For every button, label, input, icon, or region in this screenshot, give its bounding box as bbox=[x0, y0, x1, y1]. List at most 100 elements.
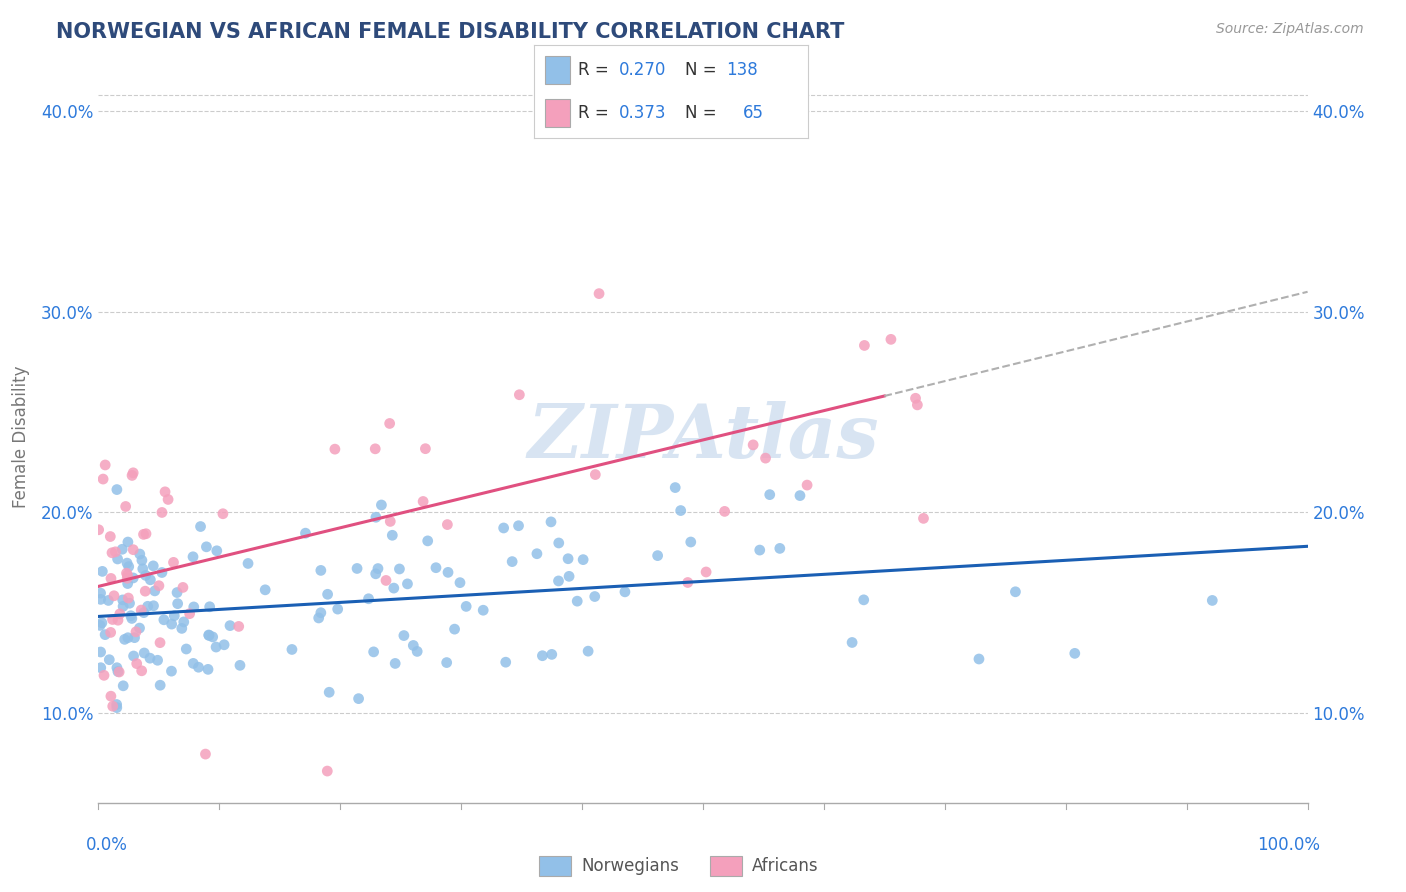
Point bbox=[90, 645, 112, 659]
Point bbox=[576, 644, 599, 658]
Point bbox=[669, 503, 692, 517]
Point bbox=[531, 648, 554, 663]
Text: 0.270: 0.270 bbox=[619, 61, 666, 78]
Point bbox=[205, 543, 228, 558]
Point bbox=[1063, 646, 1085, 660]
Point bbox=[98, 653, 121, 667]
Point bbox=[94, 627, 117, 641]
Text: ZIPAtlas: ZIPAtlas bbox=[527, 401, 879, 474]
Point bbox=[406, 644, 429, 658]
Point bbox=[128, 547, 150, 561]
Point bbox=[174, 642, 197, 657]
Point bbox=[508, 388, 530, 402]
Point bbox=[94, 458, 117, 472]
Bar bbox=[546, 55, 569, 84]
Point bbox=[436, 656, 458, 670]
Point bbox=[132, 562, 155, 576]
Text: 0.0%: 0.0% bbox=[86, 836, 128, 854]
Point bbox=[347, 691, 370, 706]
Point bbox=[492, 521, 515, 535]
Point bbox=[129, 603, 152, 617]
Point bbox=[107, 665, 129, 679]
Point bbox=[219, 618, 242, 632]
Point bbox=[103, 589, 125, 603]
Point bbox=[236, 557, 259, 571]
Point bbox=[381, 528, 404, 542]
Point bbox=[97, 593, 120, 607]
Point bbox=[201, 630, 224, 644]
Point bbox=[101, 699, 124, 714]
Text: 100.0%: 100.0% bbox=[1257, 836, 1320, 854]
Point bbox=[558, 569, 581, 583]
Point bbox=[613, 585, 636, 599]
Point bbox=[105, 698, 128, 712]
Point bbox=[100, 571, 122, 585]
Point bbox=[190, 519, 212, 533]
Point bbox=[357, 591, 380, 606]
Bar bbox=[546, 99, 569, 128]
Point bbox=[254, 582, 277, 597]
Point bbox=[166, 597, 188, 611]
Point bbox=[588, 286, 610, 301]
Point bbox=[157, 492, 180, 507]
Point bbox=[90, 592, 112, 607]
Point bbox=[98, 529, 121, 543]
Point bbox=[149, 678, 172, 692]
Point bbox=[567, 594, 589, 608]
Point bbox=[115, 571, 138, 585]
Text: Africans: Africans bbox=[752, 857, 818, 875]
Point bbox=[107, 552, 129, 566]
Point bbox=[112, 599, 135, 614]
Point bbox=[122, 466, 145, 480]
Point bbox=[117, 576, 139, 591]
Point bbox=[316, 764, 339, 778]
Point bbox=[100, 689, 122, 703]
Point bbox=[162, 555, 184, 569]
Point bbox=[181, 657, 204, 671]
Point bbox=[676, 575, 699, 590]
Point bbox=[150, 506, 173, 520]
Point bbox=[713, 504, 735, 518]
Point bbox=[90, 661, 112, 675]
Point bbox=[187, 660, 209, 674]
Point bbox=[416, 533, 439, 548]
Text: R =: R = bbox=[578, 104, 614, 122]
Point bbox=[149, 635, 172, 649]
Point bbox=[364, 566, 387, 581]
Point bbox=[160, 664, 183, 678]
Point bbox=[904, 392, 927, 406]
Point bbox=[91, 565, 114, 579]
Bar bbox=[540, 856, 571, 876]
Point bbox=[108, 665, 131, 679]
Point bbox=[143, 583, 166, 598]
Point bbox=[547, 574, 569, 588]
Point bbox=[425, 560, 447, 574]
Point bbox=[384, 657, 406, 671]
Point bbox=[852, 592, 875, 607]
Point bbox=[769, 541, 792, 556]
Point bbox=[136, 599, 159, 614]
Point bbox=[90, 586, 112, 600]
Text: N =: N = bbox=[685, 61, 721, 78]
Point bbox=[117, 591, 139, 605]
Point bbox=[472, 603, 495, 617]
Point bbox=[540, 515, 562, 529]
Point bbox=[125, 657, 148, 671]
Point bbox=[396, 577, 419, 591]
Point bbox=[131, 664, 153, 678]
Point bbox=[853, 338, 876, 352]
Point bbox=[316, 587, 339, 601]
Point bbox=[179, 607, 201, 621]
Point bbox=[212, 507, 235, 521]
Point bbox=[572, 552, 595, 566]
Point bbox=[142, 599, 165, 613]
Point bbox=[796, 478, 818, 492]
Point bbox=[118, 559, 141, 574]
Point bbox=[364, 510, 387, 524]
Point bbox=[134, 646, 156, 660]
Point bbox=[111, 593, 134, 607]
Point bbox=[142, 558, 165, 573]
Text: N =: N = bbox=[685, 104, 721, 122]
Point bbox=[695, 565, 717, 579]
Point bbox=[117, 568, 139, 582]
